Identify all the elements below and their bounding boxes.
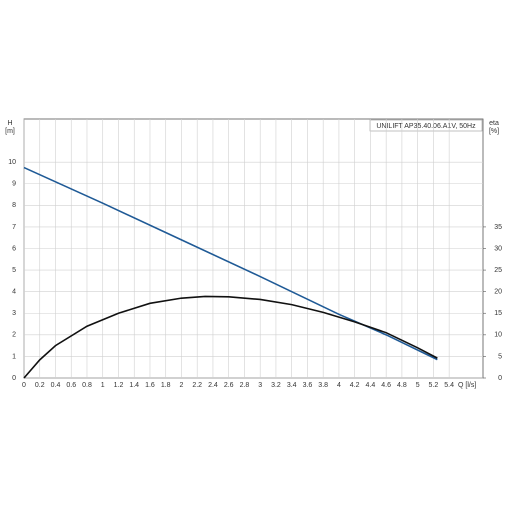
series-line [23, 166, 438, 361]
y-tick-label: 2 [12, 332, 16, 339]
x-tick-label: 1.4 [129, 382, 139, 389]
y2-tick-label: 25 [494, 267, 502, 274]
y-tick-label: 10 [8, 159, 16, 166]
y2-tick-label: 30 [494, 245, 502, 252]
y-tick-label: 0 [12, 375, 16, 382]
series-line [23, 295, 438, 379]
x-tick-label: 1.2 [114, 382, 124, 389]
y-tick-label: 3 [12, 310, 16, 317]
y-unit: [m] [5, 128, 15, 135]
y2-unit: [%] [489, 128, 499, 135]
y2-tick-label: 15 [494, 310, 502, 317]
y-label: H [7, 120, 12, 127]
x-tick-label: 5.4 [444, 382, 454, 389]
y-tick-label: 4 [12, 289, 16, 296]
y2-tick-label: 10 [494, 332, 502, 339]
x-tick-label: 0.2 [35, 382, 45, 389]
x-tick-label: 1 [101, 382, 105, 389]
x-tick-label: 2.6 [224, 382, 234, 389]
x-tick-label: 2.8 [240, 382, 250, 389]
x-tick-label: 0 [22, 382, 26, 389]
y-tick-label: 6 [12, 245, 16, 252]
y2-tick-label: 5 [498, 353, 502, 360]
x-label: Q [l/s] [458, 382, 476, 389]
x-tick-label: 4 [337, 382, 341, 389]
x-tick-label: 1.6 [145, 382, 155, 389]
x-tick-label: 2.4 [208, 382, 218, 389]
x-tick-label: 3.6 [303, 382, 313, 389]
y-tick-label: 7 [12, 224, 16, 231]
x-tick-label: 1.8 [161, 382, 171, 389]
x-tick-label: 0.8 [82, 382, 92, 389]
x-tick-label: 2.2 [192, 382, 202, 389]
y-tick-label: 5 [12, 267, 16, 274]
y2-tick-label: 20 [494, 289, 502, 296]
x-tick-label: 3.8 [318, 382, 328, 389]
x-tick-label: 3.2 [271, 382, 281, 389]
x-tick-label: 0.4 [51, 382, 61, 389]
x-tick-label: 2 [180, 382, 184, 389]
x-tick-label: 4.8 [397, 382, 407, 389]
legend-text: UNILIFT AP35.40.06.A1V, 50Hz [376, 123, 476, 130]
y-tick-label: 9 [12, 181, 16, 188]
x-tick-label: 0.6 [66, 382, 76, 389]
x-tick-label: 5.2 [429, 382, 439, 389]
legend-box [369, 119, 483, 132]
x-tick-label: 5 [416, 382, 420, 389]
y-tick-label: 1 [12, 353, 16, 360]
x-tick-label: 4.4 [366, 382, 376, 389]
y-tick-label: 8 [12, 202, 16, 209]
y2-tick-label: 0 [498, 375, 502, 382]
y2-tick-label: 35 [494, 224, 502, 231]
x-tick-label: 4.2 [350, 382, 360, 389]
x-tick-label: 4.6 [381, 382, 391, 389]
y2-label: eta [489, 120, 499, 127]
x-tick-label: 3 [258, 382, 262, 389]
x-tick-label: 3.4 [287, 382, 297, 389]
